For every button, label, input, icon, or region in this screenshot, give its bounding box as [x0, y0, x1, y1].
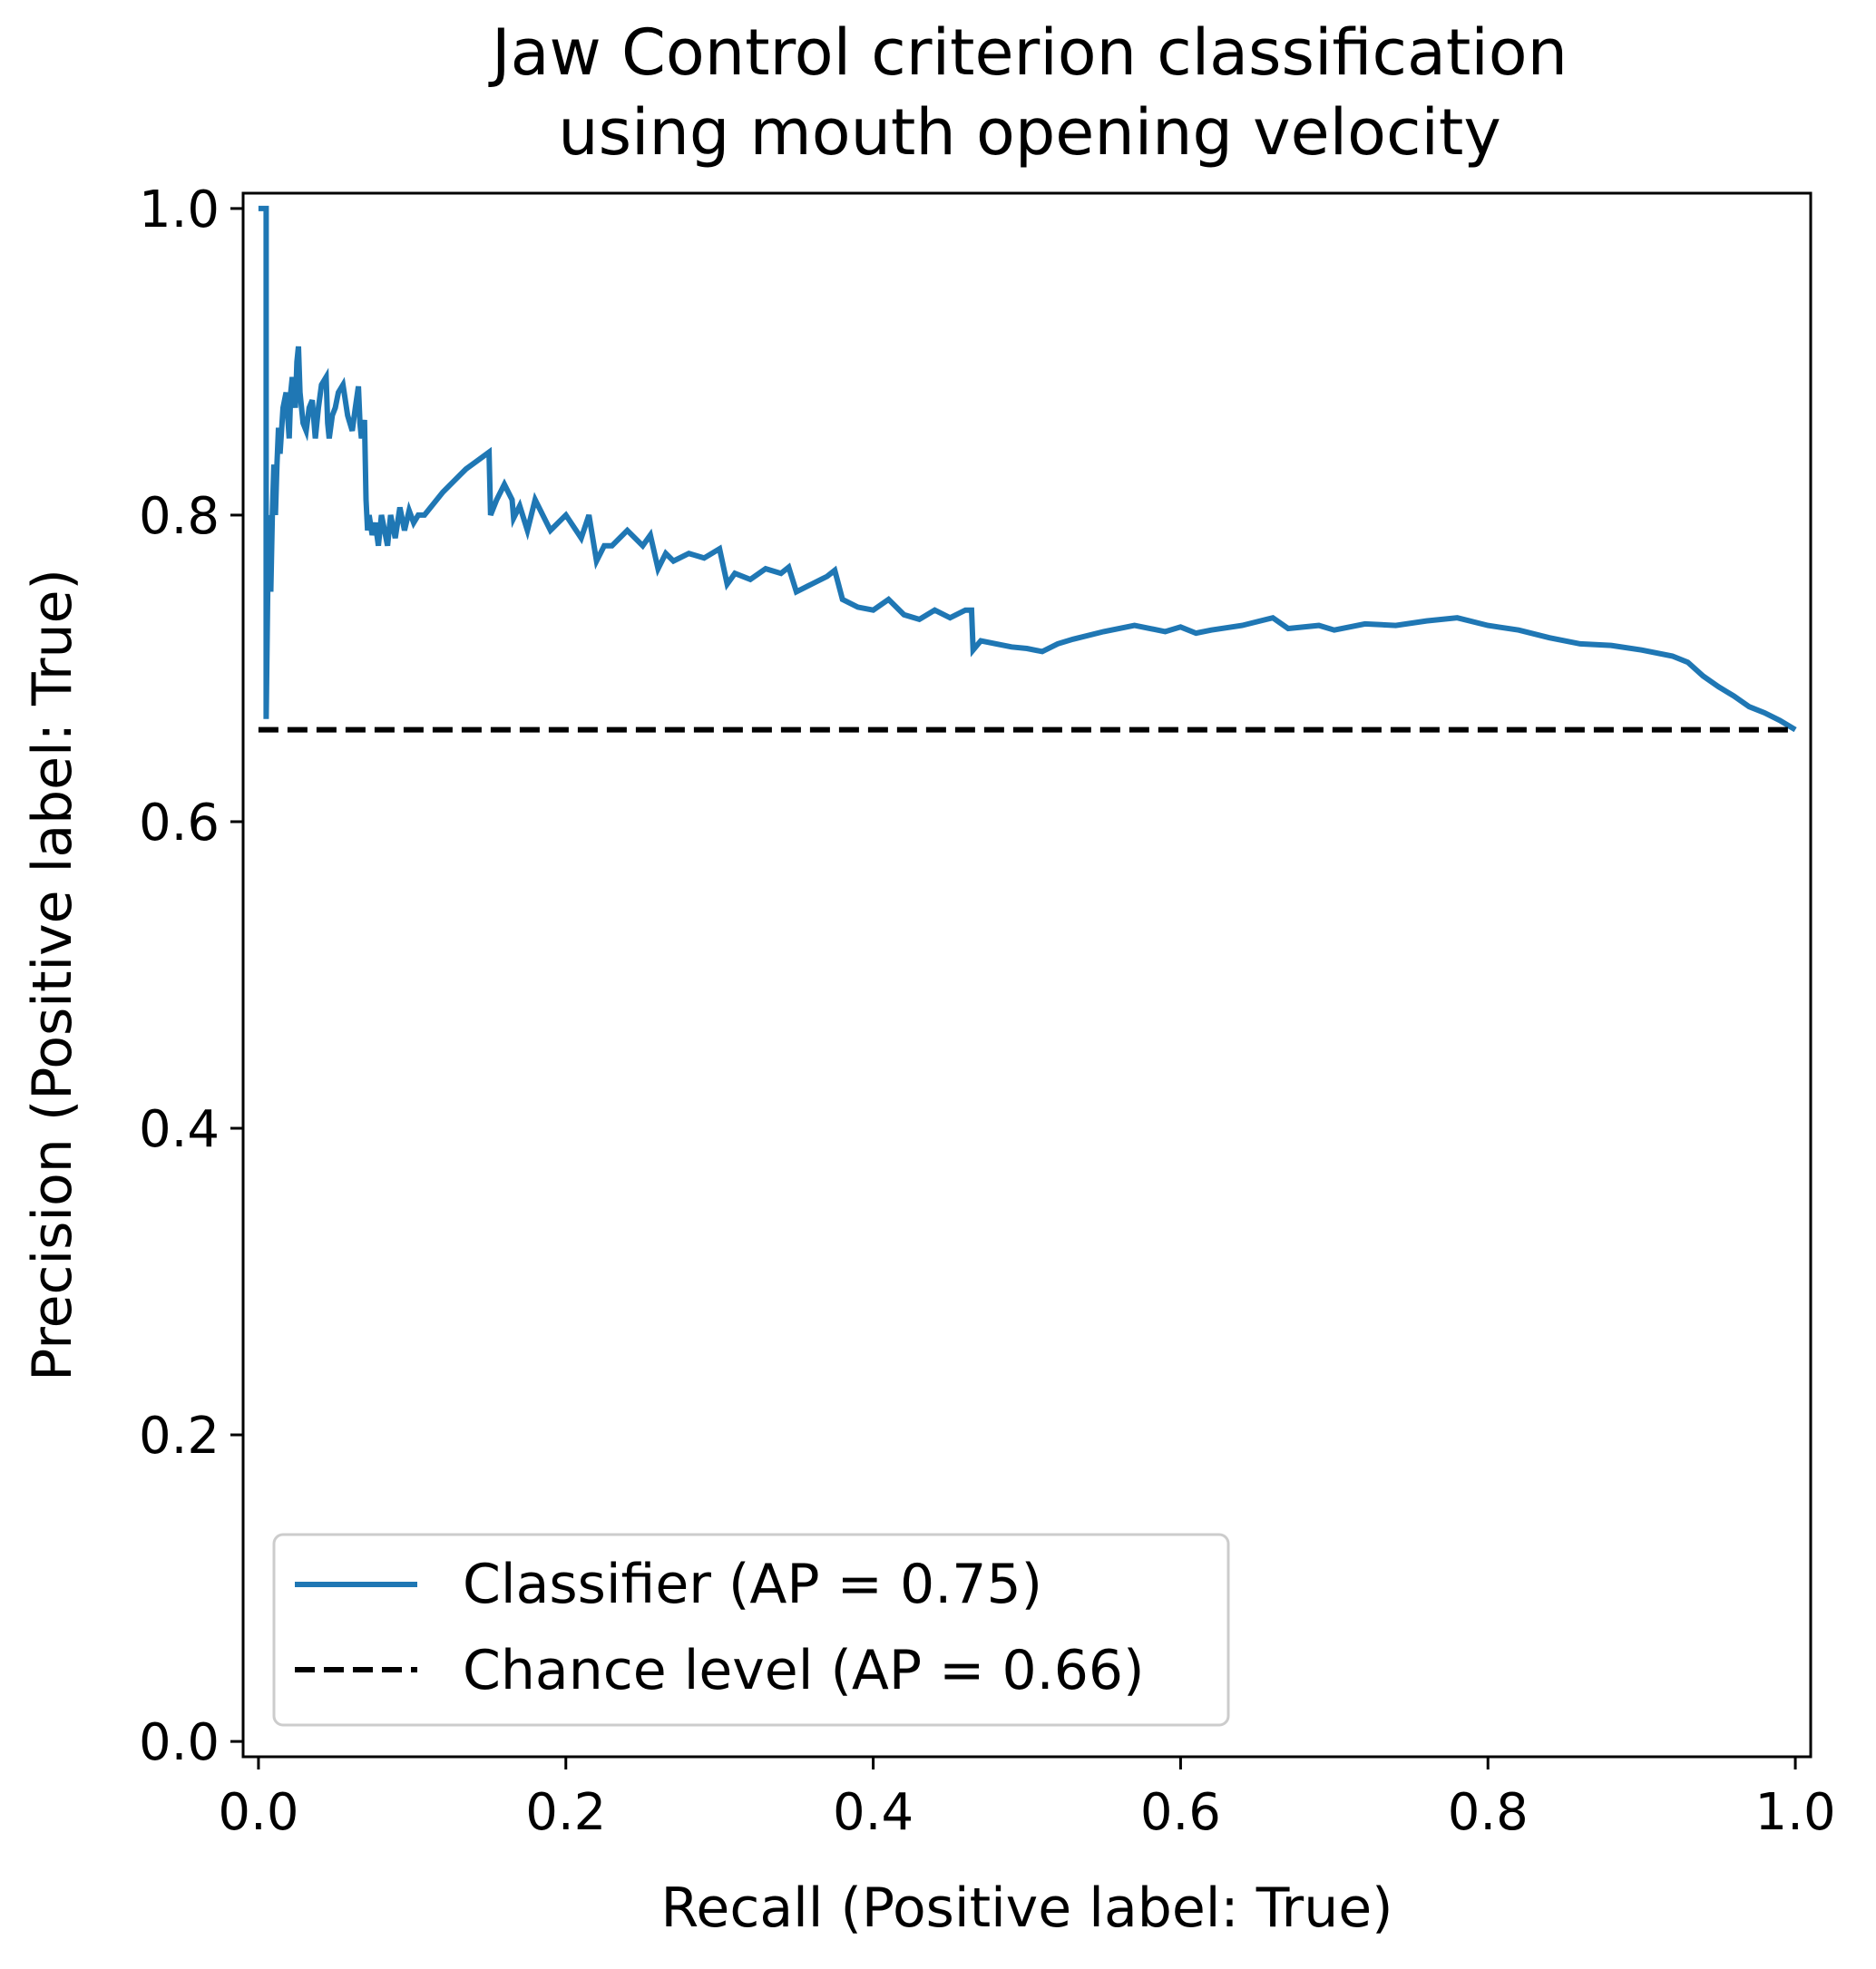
x-tick-label: 0.4: [833, 1783, 914, 1842]
chart-title-line-2: using mouth opening velocity: [558, 95, 1501, 170]
x-tick-label: 0.6: [1140, 1783, 1221, 1842]
y-axis-label: Precision (Positive label: True): [21, 569, 84, 1381]
x-axis-label: Recall (Positive label: True): [660, 1876, 1392, 1940]
series-line-classifier: [258, 205, 1797, 733]
y-tick-label: 0.4: [139, 1100, 220, 1159]
legend-box: [272, 1533, 1230, 1727]
y-tick-label: 0.6: [139, 794, 220, 853]
legend-label-chance-level: Chance level (AP = 0.66): [463, 1639, 1145, 1702]
y-axis: 0.0 0.2 0.4 0.6 0.8 1.0: [139, 180, 243, 1772]
plot-frame: [241, 191, 1812, 1759]
x-tick-label: 0.0: [218, 1783, 298, 1842]
chart-title-line-1: Jaw Control criterion classification: [488, 15, 1568, 90]
x-tick-label: 0.8: [1448, 1783, 1529, 1842]
x-axis: 0.0 0.2 0.4 0.6 0.8 1.0: [218, 1757, 1836, 1842]
y-tick-label: 1.0: [139, 180, 220, 239]
y-tick-label: 0.8: [139, 487, 220, 546]
x-tick-label: 1.0: [1755, 1783, 1836, 1842]
x-tick-label: 0.2: [525, 1783, 606, 1842]
y-tick-label: 0.0: [139, 1713, 220, 1772]
series-layer: [258, 205, 1797, 733]
legend: Classifier (AP = 0.75) Chance level (AP …: [272, 1533, 1230, 1727]
y-tick-label: 0.2: [139, 1407, 220, 1466]
legend-label-classifier: Classifier (AP = 0.75): [463, 1553, 1042, 1616]
